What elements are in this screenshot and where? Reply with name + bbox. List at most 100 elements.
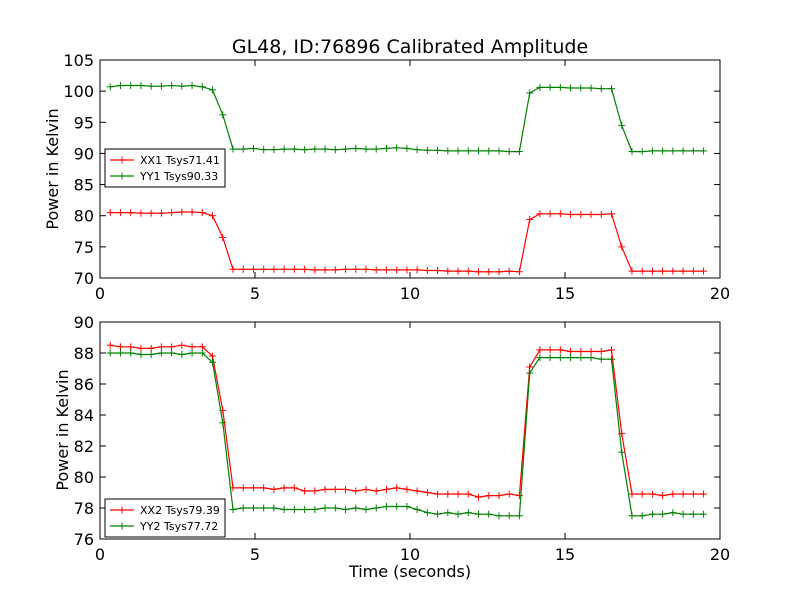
top-series-1-marker — [638, 148, 646, 156]
bottom-y-tick-label: 88 — [74, 344, 94, 363]
top-series-0-marker — [137, 209, 145, 217]
bottom-series-1-marker — [188, 349, 196, 357]
top-y-tick-label: 95 — [74, 113, 94, 132]
bottom-series-1-marker — [290, 506, 298, 514]
top-series-0-marker — [669, 267, 677, 275]
top-y-tick-label: 80 — [74, 207, 94, 226]
top-series-0-marker — [209, 212, 217, 220]
top-series-1-marker — [495, 147, 503, 155]
top-series-0-marker — [372, 266, 380, 274]
bottom-series-0-marker — [679, 490, 687, 498]
bottom-series-1-marker — [372, 504, 380, 512]
top-series-0-marker — [147, 209, 155, 217]
bottom-series-1-marker — [127, 349, 135, 357]
top-series-0-marker — [188, 208, 196, 216]
top-series-1-marker — [321, 145, 329, 153]
top-series-0-marker — [413, 266, 421, 274]
top-series-1-marker — [301, 146, 309, 154]
top-series-1-marker — [352, 144, 360, 152]
top-series-1-marker — [413, 146, 421, 154]
top-legend: XX1 Tsys71.41 YY1 Tsys90.33 — [104, 148, 226, 188]
top-series-0-marker — [618, 243, 626, 251]
top-y-tick-label: 85 — [74, 176, 94, 195]
bottom-series-0-marker — [413, 487, 421, 495]
bottom-series-1-marker — [178, 351, 186, 359]
top-series-1-marker — [648, 147, 656, 155]
bottom-series-0-marker — [127, 343, 135, 351]
top-series-0-marker — [127, 209, 135, 217]
top-series-0-marker — [168, 209, 176, 217]
top-series-0-marker — [239, 265, 247, 273]
bottom-series-1-marker — [413, 506, 421, 514]
top-series-1-marker — [137, 82, 145, 90]
top-series-1-marker — [331, 146, 339, 154]
bottom-legend: XX2 Tsys79.39 YY2 Tsys77.72 — [104, 498, 226, 538]
top-series-1-marker — [147, 82, 155, 90]
top-series-0-marker — [689, 267, 697, 275]
top-series-1-marker — [567, 84, 575, 92]
bottom-series-0-marker — [700, 490, 708, 498]
top-series-1-marker — [536, 83, 544, 91]
top-series-0-marker — [393, 266, 401, 274]
top-series-0-marker — [331, 266, 339, 274]
top-series-0-marker — [290, 265, 298, 273]
bottom-series-1-marker — [342, 506, 350, 514]
top-series-0-marker — [587, 210, 595, 218]
bottom-series-1-marker — [382, 502, 390, 510]
top-legend-box — [104, 148, 226, 188]
top-series-1-marker — [219, 111, 227, 119]
bottom-series-0-marker — [362, 485, 370, 493]
top-series-0-marker — [352, 265, 360, 273]
top-legend-label: YY1 Tsys90.33 — [139, 170, 218, 183]
bottom-series-0-marker — [352, 487, 360, 495]
bottom-legend-box — [104, 498, 226, 538]
bottom-series-1-marker — [270, 504, 278, 512]
bottom-x-tick-label: 10 — [400, 545, 420, 564]
top-series-1-marker — [515, 148, 523, 156]
bottom-series-0-marker — [515, 492, 523, 500]
top-series-0-marker — [249, 265, 257, 273]
top-series-0-marker — [198, 209, 206, 217]
bottom-series-0-marker — [434, 490, 442, 498]
top-series-1-marker — [362, 145, 370, 153]
top-series-1-marker — [188, 82, 196, 90]
bottom-series-1-marker — [536, 354, 544, 362]
top-series-1-marker — [198, 83, 206, 91]
bottom-series-0-marker — [188, 343, 196, 351]
top-y-tick-label: 90 — [74, 144, 94, 163]
bottom-series-1-marker — [403, 502, 411, 510]
bottom-x-tick-label: 15 — [555, 545, 575, 564]
top-series-1-marker — [178, 82, 186, 90]
bottom-series-1-marker — [260, 504, 268, 512]
top-series-0-marker — [495, 268, 503, 276]
bottom-series-0-marker — [689, 490, 697, 498]
top-series-1-marker — [454, 147, 462, 155]
top-series-0-marker — [536, 210, 544, 218]
bottom-series-0-marker — [382, 485, 390, 493]
bottom-series-1-marker — [505, 512, 513, 520]
bottom-series-0-marker — [536, 346, 544, 354]
bottom-series-1-marker — [485, 510, 493, 518]
top-series-1-marker — [372, 145, 380, 153]
bottom-series-1-marker — [587, 354, 595, 362]
bottom-series-0-marker — [587, 347, 595, 355]
top-series — [106, 82, 708, 276]
top-series-0-marker — [270, 265, 278, 273]
bottom-series-1-marker — [280, 506, 288, 514]
top-x-tick-label: 5 — [250, 284, 260, 303]
top-series-1-marker — [290, 145, 298, 153]
bottom-x-tick-label: 20 — [710, 545, 730, 564]
bottom-series-0-marker — [608, 346, 615, 354]
top-series-1-marker — [587, 84, 595, 92]
top-series-1-marker — [505, 148, 513, 156]
bottom-series-0-marker — [290, 484, 298, 492]
bottom-series-0-marker — [106, 341, 114, 349]
top-series-0-marker — [106, 209, 114, 217]
bottom-series-0-marker — [403, 485, 411, 493]
top-series-1-marker — [679, 147, 687, 155]
bottom-series-1-marker — [362, 506, 370, 514]
top-series-0-marker — [444, 267, 452, 275]
top-series-0-marker — [648, 267, 656, 275]
top-series-0-marker — [342, 265, 350, 273]
